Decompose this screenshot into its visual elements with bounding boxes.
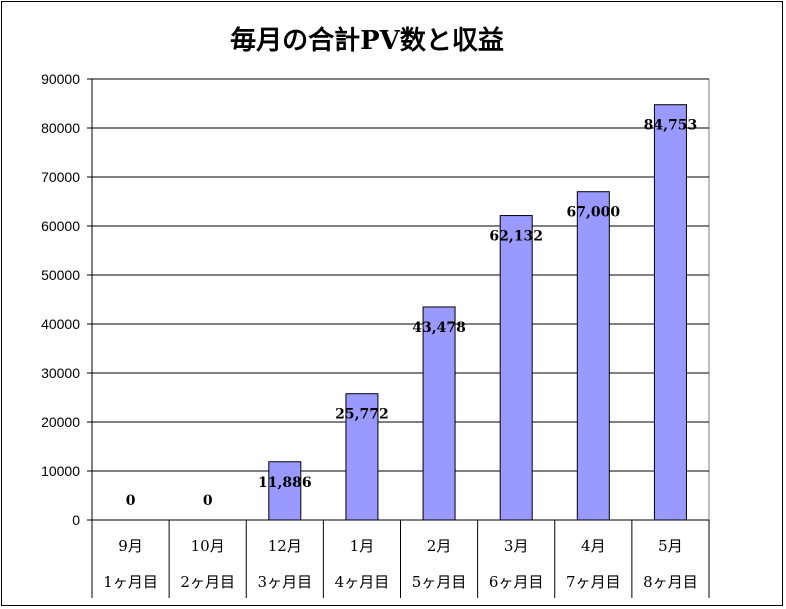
y-tick-label: 10000 [41,463,80,479]
bar [345,393,379,521]
data-label: 0 [203,493,213,509]
x-tick-label: 2月 [427,537,452,555]
y-tick-label: 0 [72,512,80,528]
x-subtick-label: 8ヶ月目 [643,573,698,591]
x-subtick-label: 1ヶ月目 [103,573,158,591]
y-tick-label: 30000 [41,365,80,381]
bar [268,461,302,521]
data-label: 62,132 [489,229,543,245]
bar [576,191,610,521]
bar [499,215,533,521]
x-tick-label: 10月 [191,537,225,555]
x-tick-label: 9月 [118,537,143,555]
x-subtick-label: 4ヶ月目 [335,573,390,591]
data-label: 84,753 [644,118,698,134]
x-tick-label: 12月 [268,537,302,555]
x-subtick-label: 5ヶ月目 [412,573,467,591]
x-tick-label: 1月 [350,537,375,555]
data-label: 11,886 [258,475,312,491]
chart-title: 毎月の合計PV数と収益 [230,26,504,56]
y-tick-label: 70000 [41,169,80,185]
x-tick-label: 3月 [504,537,529,555]
bar [422,306,456,521]
y-tick-label: 80000 [41,120,80,136]
x-subtick-label: 7ヶ月目 [566,573,621,591]
y-tick-label: 50000 [41,267,80,283]
y-tick-label: 60000 [41,218,80,234]
data-label: 0 [126,493,136,509]
x-tick-label: 4月 [581,537,606,555]
x-subtick-label: 3ヶ月目 [258,573,313,591]
data-label: 67,000 [567,205,621,221]
data-label: 43,478 [412,320,466,336]
y-tick-label: 20000 [41,414,80,430]
x-tick-label: 5月 [658,537,683,555]
y-tick-label: 90000 [41,71,80,87]
data-label: 25,772 [335,407,389,423]
bar [653,104,687,521]
plot-area [91,78,710,521]
x-subtick-label: 2ヶ月目 [180,573,235,591]
y-tick-label: 40000 [41,316,80,332]
x-subtick-label: 6ヶ月目 [489,573,544,591]
